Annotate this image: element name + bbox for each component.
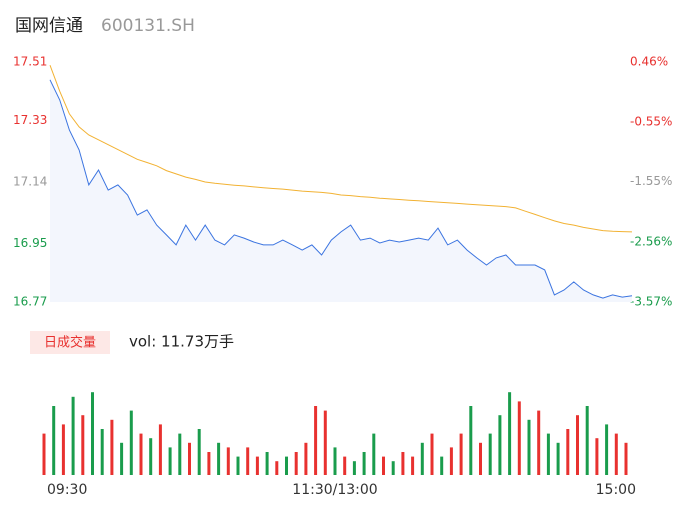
volume-bar xyxy=(61,424,65,475)
volume-bar xyxy=(430,433,434,475)
price-line xyxy=(49,79,633,299)
volume-badge: 日成交量 xyxy=(44,335,96,351)
volume-bar xyxy=(81,415,85,475)
y2-tick-label: -1.55% xyxy=(630,174,672,188)
volume-bar xyxy=(314,406,318,475)
volume-bar xyxy=(517,401,521,475)
volume-bar xyxy=(614,433,618,475)
volume-total: vol: 11.73万手 xyxy=(129,333,234,351)
volume-bar xyxy=(255,456,259,475)
volume-bar xyxy=(71,396,75,475)
volume-bar xyxy=(323,410,327,475)
volume-bar xyxy=(197,429,201,475)
volume-bar xyxy=(275,461,279,475)
volume-bar xyxy=(537,410,541,475)
y-tick-label: 17.14 xyxy=(13,175,47,189)
y-tick-label: 16.77 xyxy=(13,295,47,309)
volume-bar xyxy=(304,442,308,475)
volume-bar xyxy=(556,442,560,475)
volume-bar xyxy=(382,456,385,475)
x-tick-label: 09:30 xyxy=(47,482,87,498)
volume-bar xyxy=(285,456,288,475)
volume-bar xyxy=(546,433,550,475)
volume-bar xyxy=(352,461,356,475)
badge-bg xyxy=(30,331,110,354)
x-tick-label: 15:00 xyxy=(596,482,636,498)
volume-bar xyxy=(110,419,114,475)
price-area xyxy=(50,79,632,302)
volume-bar xyxy=(149,438,153,475)
volume-bar xyxy=(100,429,104,475)
y2-tick-label: -3.57% xyxy=(630,295,672,309)
volume-bar xyxy=(469,406,473,475)
volume-bar xyxy=(585,406,589,475)
volume-bar xyxy=(42,433,46,475)
volume-bar xyxy=(168,447,172,475)
volume-bar xyxy=(188,442,191,475)
volume-bar xyxy=(129,410,133,475)
volume-bar xyxy=(120,442,124,475)
volume-bar xyxy=(207,452,211,475)
volume-bar xyxy=(372,433,376,475)
y-tick-label: 17.33 xyxy=(13,113,47,127)
volume-bar xyxy=(401,452,405,475)
volume-bar xyxy=(265,452,269,475)
volume-bar xyxy=(226,447,230,475)
volume-bar xyxy=(217,442,221,475)
volume-bar xyxy=(498,415,502,475)
volume-bar xyxy=(488,433,492,475)
volume-bar xyxy=(391,461,395,475)
volume-bar xyxy=(479,442,482,475)
average-line xyxy=(49,65,633,233)
volume-bar xyxy=(91,392,94,475)
y2-tick-label: -2.56% xyxy=(630,234,672,248)
volume-bar xyxy=(294,452,298,475)
volume-bar xyxy=(333,447,337,475)
volume-bar xyxy=(566,429,570,475)
volume-bar xyxy=(343,456,347,475)
volume-bar xyxy=(158,424,162,475)
volume-bar xyxy=(246,447,250,475)
volume-bar xyxy=(605,424,609,475)
x-tick-label: 11:30/13:00 xyxy=(292,482,377,498)
volume-bar xyxy=(411,456,415,475)
volume-bar xyxy=(440,456,444,475)
volume-bar xyxy=(595,438,599,475)
volume-bar xyxy=(420,442,424,475)
y2-tick-label: 0.46% xyxy=(630,55,668,69)
volume-bar xyxy=(527,419,531,475)
y2-tick-label: -0.55% xyxy=(630,115,672,129)
volume-bar xyxy=(576,415,579,475)
volume-bar xyxy=(139,433,143,475)
stock-name: 国网信通 xyxy=(15,16,83,36)
volume-bar xyxy=(459,433,463,475)
volume-bar xyxy=(624,442,628,475)
volume-bar xyxy=(362,452,366,475)
y-tick-label: 16.95 xyxy=(13,236,47,250)
stock-code: 600131.SH xyxy=(101,16,195,36)
volume-bar xyxy=(508,392,512,475)
volume-bar xyxy=(178,433,182,475)
volume-bar xyxy=(52,406,56,475)
volume-bar xyxy=(236,456,240,475)
y-tick-label: 17.51 xyxy=(13,55,47,69)
volume-bar xyxy=(449,447,453,475)
